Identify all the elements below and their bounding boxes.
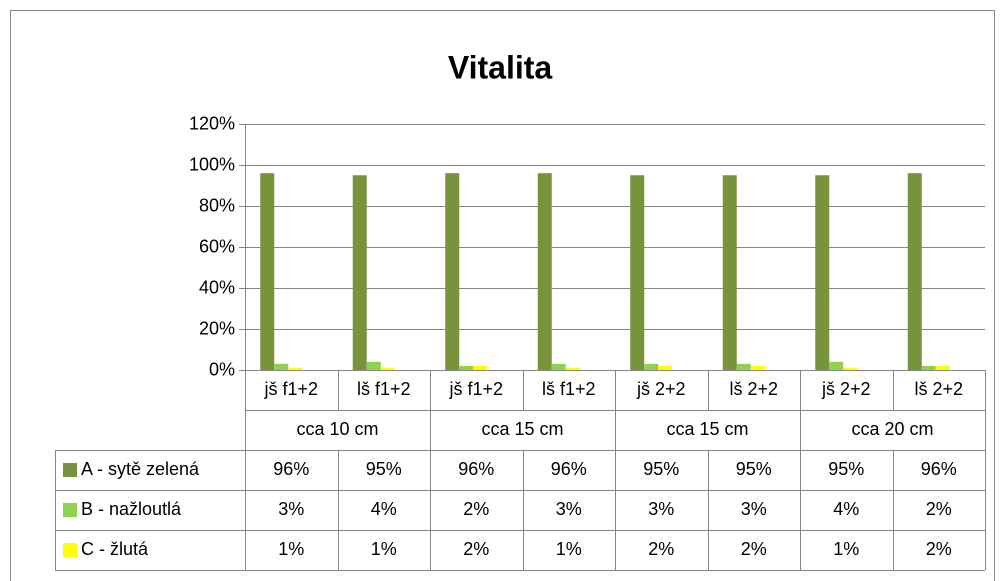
x-tick-label: lš f1+2 — [357, 379, 411, 399]
table-cell: 1% — [371, 539, 397, 559]
bar — [352, 175, 367, 370]
bar — [815, 175, 830, 370]
bar — [658, 365, 673, 370]
bar — [921, 365, 936, 370]
x-tick-label: lš 2+2 — [729, 379, 778, 399]
bar — [473, 365, 488, 370]
table-cell: 96% — [921, 459, 957, 479]
bar — [445, 173, 460, 370]
table-cell: 2% — [926, 539, 952, 559]
table-cell: 2% — [926, 499, 952, 519]
table-cell: 3% — [741, 499, 767, 519]
table-cell: 2% — [463, 499, 489, 519]
table-cell: 96% — [458, 459, 494, 479]
x-tick-label: lš 2+2 — [914, 379, 963, 399]
table-cell: 2% — [648, 539, 674, 559]
table-cell: 95% — [643, 459, 679, 479]
legend-key — [63, 463, 77, 477]
bar — [630, 175, 645, 370]
table-cell: 95% — [736, 459, 772, 479]
table-cell: 2% — [741, 539, 767, 559]
bar — [722, 175, 737, 370]
x-tick-label: jš 2+2 — [821, 379, 871, 399]
bar — [260, 173, 275, 370]
table-cell: 95% — [366, 459, 402, 479]
legend-key — [63, 503, 77, 517]
legend-label: B - nažloutlá — [81, 499, 182, 519]
legend-label: C - žlutá — [81, 539, 149, 559]
x-tick-label: jš f1+2 — [263, 379, 318, 399]
y-tick-label: 80% — [199, 195, 235, 215]
table-cell: 96% — [551, 459, 587, 479]
bar — [551, 363, 566, 370]
bar — [288, 367, 303, 370]
bar — [380, 367, 395, 370]
table-cell: 1% — [833, 539, 859, 559]
bar — [907, 173, 922, 370]
chart-frame — [10, 10, 995, 581]
bar — [366, 361, 381, 370]
bar — [935, 365, 950, 370]
y-tick-label: 60% — [199, 236, 235, 256]
legend-key — [63, 543, 77, 557]
x-tick-label: lš f1+2 — [542, 379, 596, 399]
bar — [736, 363, 751, 370]
group-label: cca 10 cm — [296, 419, 378, 439]
table-cell: 4% — [833, 499, 859, 519]
x-tick-label: jš 2+2 — [636, 379, 686, 399]
bar — [459, 365, 474, 370]
y-tick-label: 40% — [199, 277, 235, 297]
group-label: cca 15 cm — [666, 419, 748, 439]
bar — [565, 367, 580, 370]
y-tick-label: 100% — [189, 154, 235, 174]
table-cell: 3% — [648, 499, 674, 519]
table-cell: 1% — [278, 539, 304, 559]
table-cell: 3% — [278, 499, 304, 519]
bar — [274, 363, 289, 370]
table-cell: 96% — [273, 459, 309, 479]
table-cell: 1% — [556, 539, 582, 559]
group-label: cca 15 cm — [481, 419, 563, 439]
table-cell: 3% — [556, 499, 582, 519]
x-tick-label: jš f1+2 — [448, 379, 503, 399]
bar — [537, 173, 552, 370]
table-cell: 4% — [371, 499, 397, 519]
chart-title: Vitalita — [448, 49, 553, 85]
table-cell: 2% — [463, 539, 489, 559]
legend-label: A - sytě zelená — [81, 459, 200, 479]
bar — [644, 363, 659, 370]
table-cell: 95% — [828, 459, 864, 479]
y-tick-label: 20% — [199, 318, 235, 338]
bar — [829, 361, 844, 370]
bar — [843, 367, 858, 370]
group-label: cca 20 cm — [851, 419, 933, 439]
y-tick-label: 120% — [189, 113, 235, 133]
bar — [750, 365, 765, 370]
y-tick-label: 0% — [209, 359, 235, 379]
